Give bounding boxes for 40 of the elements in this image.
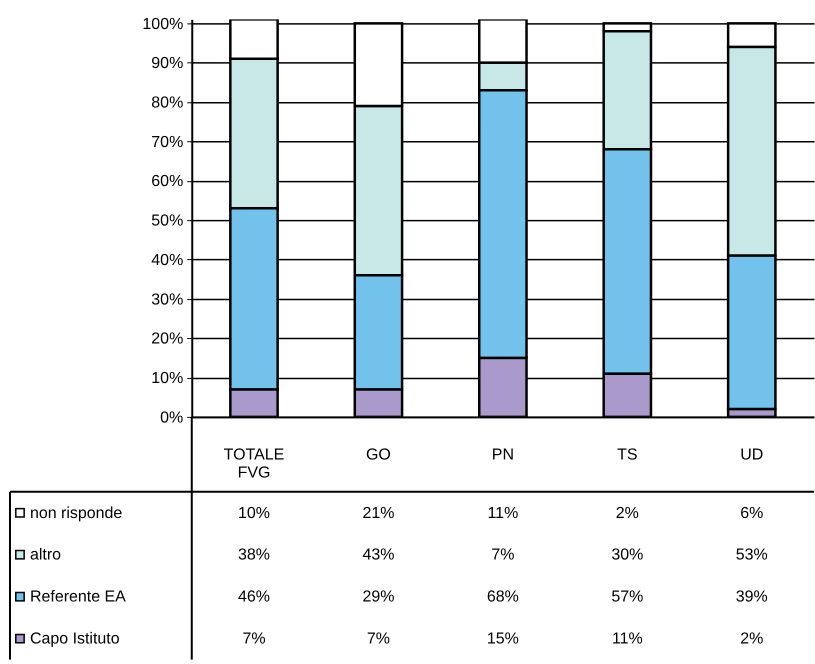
legend-label: Referente EA bbox=[30, 588, 126, 606]
y-tick-label: 10% bbox=[151, 370, 184, 388]
data-label: 11% bbox=[487, 504, 518, 522]
y-tick-label: 60% bbox=[151, 173, 184, 190]
x-tick-label: TS bbox=[617, 446, 638, 464]
y-tick-label: 40% bbox=[151, 252, 184, 269]
data-label: 15% bbox=[486, 630, 519, 648]
data-label: 10% bbox=[238, 504, 270, 522]
legend-label: non risponde bbox=[30, 504, 122, 522]
data-label: 2% bbox=[616, 504, 639, 522]
data-label: 29% bbox=[362, 588, 394, 606]
data-label: 7% bbox=[242, 630, 266, 648]
y-tick-label: 100% bbox=[142, 16, 184, 33]
x-tick-label: UD bbox=[740, 446, 764, 464]
data-label: 7% bbox=[366, 630, 390, 648]
data-label: 39% bbox=[736, 588, 768, 606]
y-tick-label: 50% bbox=[151, 212, 184, 230]
data-label: 68% bbox=[486, 588, 519, 606]
data-label: 30% bbox=[611, 546, 644, 564]
data-label: 6% bbox=[740, 504, 764, 522]
data-label: 7% bbox=[491, 546, 514, 564]
data-label: 2% bbox=[740, 630, 764, 648]
y-tick-label: 70% bbox=[151, 134, 184, 151]
data-label: 11% bbox=[612, 630, 643, 648]
x-tick-label: GO bbox=[366, 446, 391, 464]
y-tick-label: 20% bbox=[151, 330, 184, 348]
x-tick-label: PN bbox=[492, 446, 514, 464]
data-label: 57% bbox=[611, 588, 644, 606]
y-tick-label: 90% bbox=[151, 55, 184, 72]
legend-label: altro bbox=[30, 546, 62, 564]
data-label: 38% bbox=[238, 546, 270, 564]
y-tick-label: 30% bbox=[151, 291, 184, 308]
data-label: 21% bbox=[362, 504, 394, 522]
x-tick-label: TOTALE FVG bbox=[224, 446, 284, 482]
data-label: 46% bbox=[238, 588, 270, 606]
data-label: 43% bbox=[362, 546, 394, 564]
y-tick-label: 0% bbox=[160, 409, 184, 426]
y-tick-label: 80% bbox=[151, 94, 184, 112]
data-label: 53% bbox=[736, 546, 768, 564]
legend-label: Capo Istituto bbox=[30, 630, 120, 648]
